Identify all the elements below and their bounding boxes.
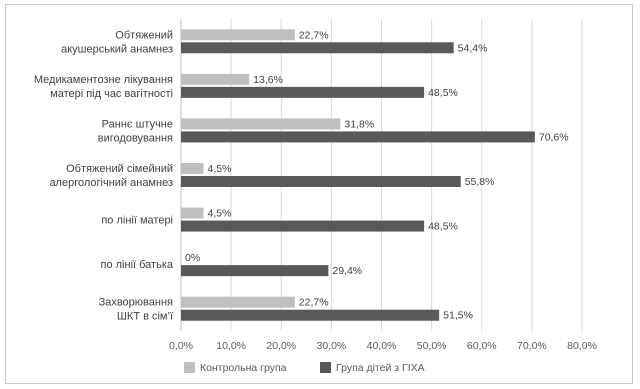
category-label-1-line-0: Медикаментозне лікування — [34, 74, 173, 86]
bar-giha-1 — [181, 86, 425, 98]
bar-giha-6 — [181, 309, 440, 321]
x-tick-label: 50,0% — [417, 340, 447, 352]
bar-giha-3 — [181, 176, 461, 187]
data-label-giha-2: 70,6% — [539, 131, 569, 143]
bar-control-6 — [181, 296, 295, 308]
bar-control-1 — [181, 73, 250, 85]
data-label-giha-6: 51,5% — [443, 310, 473, 322]
data-label-control-0: 22,7% — [299, 29, 329, 41]
data-label-control-6: 22,7% — [299, 297, 329, 309]
data-label-giha-5: 29,4% — [332, 265, 362, 277]
bar-giha-4 — [181, 220, 425, 232]
category-label-6-line-0: Захворювання — [99, 297, 173, 309]
data-label-giha-4: 48,5% — [428, 221, 458, 233]
bar-control-2 — [181, 118, 341, 130]
x-tick-label: 10,0% — [216, 340, 246, 352]
category-label-1-line-1: матері під час вагітності — [50, 88, 173, 100]
category-label-2-line-1: вигодовування — [98, 132, 173, 144]
bar-control-3 — [181, 163, 204, 174]
x-tick-label: 80,0% — [567, 340, 597, 352]
category-label-2-line-0: Раннє штучне — [102, 118, 173, 130]
x-tick-label: 20,0% — [266, 340, 296, 352]
legend-swatch-giha — [320, 362, 331, 373]
bar-control-4 — [181, 207, 204, 219]
bar-giha-5 — [181, 265, 329, 277]
x-tick-label: 30,0% — [316, 340, 346, 352]
category-label-6-line-1: ШКТ в сім’ї — [117, 311, 173, 323]
category-label-0-line-1: акушерський анамнез — [61, 43, 173, 55]
data-label-control-4: 4,5% — [208, 208, 232, 220]
x-tick-label: 0,0% — [169, 340, 193, 352]
bar-giha-2 — [181, 131, 535, 143]
data-label-control-3: 4,5% — [208, 163, 232, 175]
data-label-control-2: 31,8% — [344, 118, 374, 130]
data-label-giha-3: 55,8% — [465, 176, 495, 188]
x-tick-label: 60,0% — [467, 340, 497, 352]
legend-swatch-control — [184, 362, 195, 373]
category-label-5-line-0: по лінії батька — [101, 259, 174, 271]
x-tick-label: 40,0% — [367, 340, 397, 352]
data-label-giha-0: 54,4% — [458, 42, 488, 54]
bar-chart: 22,7% 54,4% Обтяжений акушерський анамнез 13… — [34, 19, 597, 374]
data-label-control-5: 0% — [185, 252, 200, 264]
category-label-3-line-0: Обтяжений сімейний — [66, 163, 173, 175]
bar-control-0 — [181, 29, 295, 41]
data-label-control-1: 13,6% — [253, 74, 283, 86]
legend-label-giha: Група дітей з ГІХА — [336, 362, 425, 374]
data-label-giha-1: 48,5% — [428, 87, 458, 99]
legend-label-control: Контрольна група — [200, 362, 287, 374]
category-label-3-line-1: алергологічний анамнез — [49, 177, 173, 189]
category-label-0-line-0: Обтяжений — [115, 29, 173, 41]
x-tick-label: 70,0% — [517, 340, 547, 352]
chart-frame: 22,7% 54,4% Обтяжений акушерський анамнез 13… — [5, 4, 633, 384]
bar-giha-0 — [181, 42, 454, 54]
category-label-4-line-0: по лінії матері — [101, 215, 173, 227]
